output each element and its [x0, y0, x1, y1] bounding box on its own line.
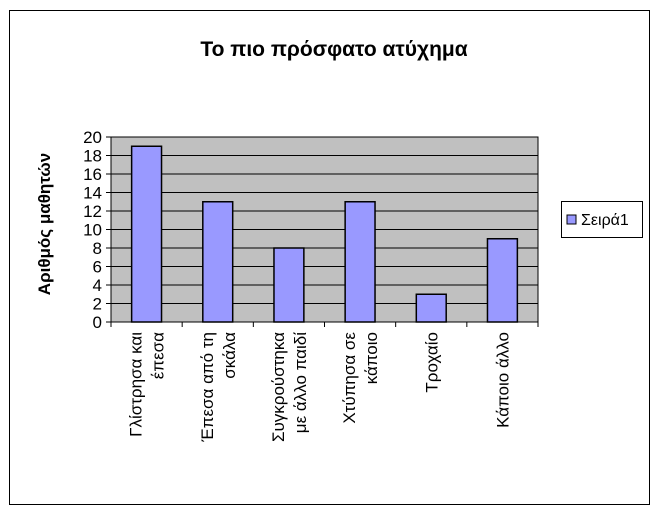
y-tick-label: 14 [83, 184, 102, 203]
bar [202, 201, 234, 323]
y-tick-label: 16 [83, 165, 102, 184]
x-tick-label: Χτύπησα σε κάποιο [340, 332, 381, 424]
bar [130, 145, 163, 323]
y-tick-label: 4 [93, 276, 102, 295]
y-tick-label: 6 [93, 258, 102, 277]
y-tick-label: 18 [83, 147, 102, 166]
x-tick-label: Κάποιο άλλο [493, 332, 512, 428]
x-tick-label: Έπεσα από τη σκάλα [198, 332, 239, 443]
legend: Σειρά1 [561, 201, 643, 238]
y-tick-label: 0 [93, 313, 102, 332]
bar [273, 247, 305, 323]
y-tick-label: 20 [83, 128, 102, 147]
chart-title: Το πιο πρόσφατο ατύχημα [200, 38, 467, 61]
y-tick-label: 10 [83, 221, 102, 240]
x-tick-label: Τροχαίο [422, 332, 441, 393]
y-axis-label: Αριθμός μαθητών [35, 153, 54, 295]
y-tick-label: 8 [93, 239, 102, 258]
bar [415, 293, 447, 323]
legend-swatch [566, 214, 577, 225]
bar [344, 201, 376, 323]
x-tick-label: Γλίστρησα και έπεσα [127, 332, 168, 437]
y-tick-label: 2 [93, 295, 102, 314]
bar [486, 238, 519, 323]
x-tick-label: Συγκρούστηκα με άλλο παιδί [269, 332, 310, 442]
y-tick-label: 12 [83, 202, 102, 221]
legend-label: Σειρά1 [581, 212, 629, 229]
